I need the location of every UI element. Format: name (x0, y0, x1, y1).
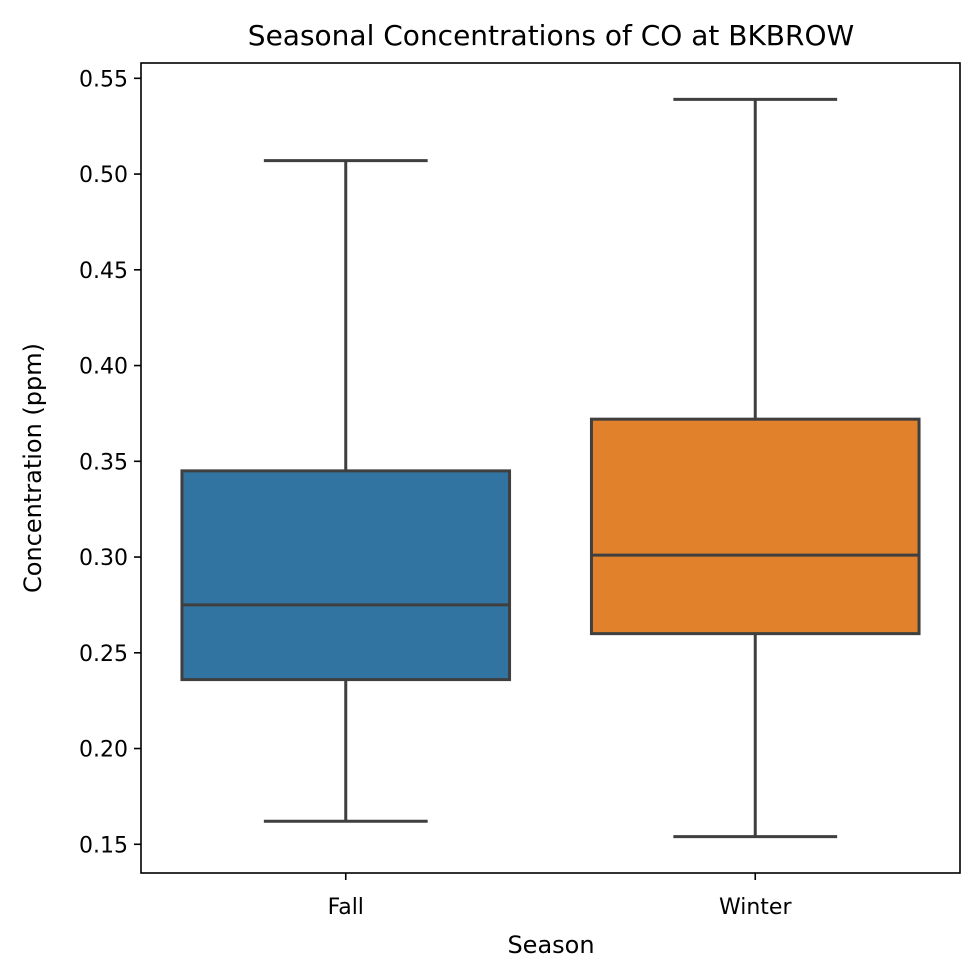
box-winter (589, 97, 921, 839)
x-tick-label: Fall (328, 895, 364, 920)
y-axis: 0.15 0.20 0.25 0.30 0.35 0.40 0.45 0.50 0.55 (79, 67, 141, 858)
y-tick-label: 0.35 (79, 450, 128, 475)
chart-title: Seasonal Concentrations of CO at BKBROW (248, 19, 854, 52)
x-axis: Fall Winter (328, 873, 792, 920)
y-tick-label: 0.20 (79, 738, 128, 763)
y-tick-label: 0.40 (79, 355, 128, 380)
box-body (180, 469, 512, 682)
x-axis-label: Season (507, 931, 594, 959)
box-body (589, 417, 921, 636)
x-tick-label: Winter (719, 895, 792, 920)
plot-frame (140, 62, 961, 874)
y-tick-label: 0.15 (79, 833, 128, 858)
y-tick-label: 0.55 (79, 67, 128, 92)
y-tick-label: 0.25 (79, 642, 128, 667)
box-fall (180, 159, 512, 823)
y-tick-label: 0.45 (79, 259, 128, 284)
y-axis-label: Concentration (ppm) (19, 343, 47, 593)
y-tick-label: 0.50 (79, 163, 128, 188)
plot-area (140, 62, 961, 874)
y-tick-label: 0.30 (79, 546, 128, 571)
